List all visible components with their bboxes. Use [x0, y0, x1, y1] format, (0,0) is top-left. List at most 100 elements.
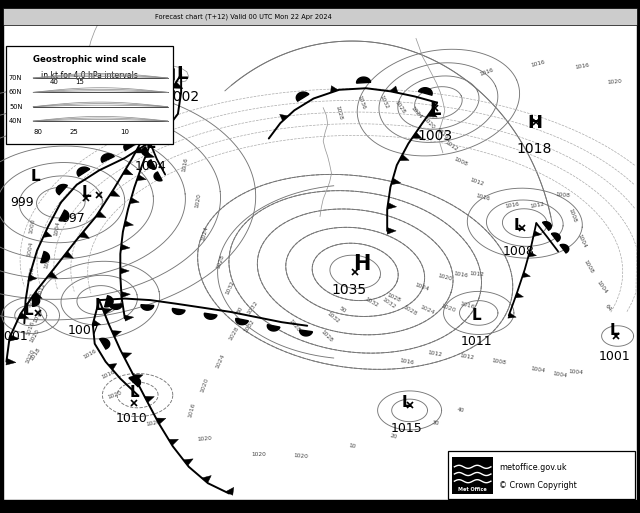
Polygon shape	[390, 86, 398, 93]
Text: 1016: 1016	[575, 63, 590, 70]
Polygon shape	[147, 125, 157, 131]
Polygon shape	[428, 110, 437, 117]
Text: 60N: 60N	[9, 89, 22, 95]
Polygon shape	[32, 295, 40, 306]
Text: 1024: 1024	[419, 305, 436, 316]
Text: 50: 50	[338, 306, 347, 314]
Polygon shape	[145, 397, 154, 403]
Text: 1008: 1008	[492, 358, 507, 365]
Polygon shape	[508, 313, 516, 318]
Polygon shape	[111, 330, 122, 337]
Polygon shape	[29, 274, 37, 281]
Text: 20: 20	[389, 432, 398, 440]
Text: 1007: 1007	[67, 324, 99, 338]
Polygon shape	[543, 222, 552, 230]
Text: 40: 40	[50, 78, 59, 85]
Text: Geostrophic wind scale: Geostrophic wind scale	[33, 55, 146, 65]
Bar	[452, 457, 493, 494]
Text: 15: 15	[76, 78, 84, 85]
Text: 1016: 1016	[82, 348, 97, 360]
Text: 1012: 1012	[444, 140, 459, 152]
Polygon shape	[122, 353, 132, 359]
Text: 1016: 1016	[504, 202, 520, 209]
Polygon shape	[387, 227, 396, 234]
Text: 40N: 40N	[9, 118, 22, 124]
Text: 1028: 1028	[394, 100, 406, 115]
Text: 1028: 1028	[146, 54, 155, 69]
Text: 1020: 1020	[146, 420, 161, 427]
Text: 1002: 1002	[165, 90, 200, 105]
Polygon shape	[300, 330, 312, 336]
Polygon shape	[79, 231, 90, 239]
Polygon shape	[109, 304, 122, 309]
Text: 1010: 1010	[115, 411, 147, 425]
Text: 1008: 1008	[568, 208, 578, 223]
Polygon shape	[59, 210, 68, 221]
Polygon shape	[121, 244, 130, 250]
Text: 1028: 1028	[216, 254, 226, 269]
Text: 70N: 70N	[9, 75, 22, 81]
Polygon shape	[145, 127, 157, 136]
Text: 1016: 1016	[33, 308, 44, 323]
Polygon shape	[296, 92, 309, 101]
Polygon shape	[522, 272, 531, 278]
Polygon shape	[41, 251, 49, 263]
Text: 1000: 1000	[28, 218, 36, 234]
Polygon shape	[148, 160, 156, 169]
Polygon shape	[9, 334, 19, 341]
Text: L: L	[24, 303, 34, 318]
Polygon shape	[552, 233, 560, 242]
Polygon shape	[124, 141, 136, 150]
Text: 64: 64	[604, 303, 612, 312]
Polygon shape	[142, 147, 149, 156]
Text: 1028: 1028	[386, 292, 401, 303]
Text: L: L	[177, 65, 188, 84]
Polygon shape	[122, 168, 133, 175]
Text: 1020: 1020	[437, 273, 452, 281]
Text: 1018: 1018	[29, 346, 42, 362]
Text: 1028: 1028	[288, 319, 301, 333]
Text: 1016: 1016	[479, 67, 494, 76]
Text: 1008: 1008	[27, 266, 35, 283]
Text: 50: 50	[236, 306, 244, 315]
Polygon shape	[32, 291, 42, 299]
Polygon shape	[356, 77, 371, 83]
Text: 1003: 1003	[418, 129, 452, 143]
Text: 1035: 1035	[332, 283, 366, 297]
Polygon shape	[121, 291, 131, 298]
Polygon shape	[560, 244, 569, 253]
Text: 1032: 1032	[364, 297, 379, 308]
Polygon shape	[159, 103, 170, 109]
Polygon shape	[280, 114, 288, 121]
Text: 50N: 50N	[9, 104, 22, 110]
Polygon shape	[161, 110, 172, 121]
Polygon shape	[419, 88, 432, 95]
Text: 1016: 1016	[476, 193, 491, 202]
Polygon shape	[124, 221, 134, 227]
Text: in kt for 4.0 hPa intervals: in kt for 4.0 hPa intervals	[41, 71, 138, 80]
Text: 1012: 1012	[36, 282, 47, 298]
Text: 1016: 1016	[399, 358, 414, 365]
Text: 1004: 1004	[577, 233, 588, 249]
Polygon shape	[135, 147, 145, 153]
Polygon shape	[19, 312, 29, 319]
Text: L: L	[429, 101, 441, 120]
Bar	[448, 451, 635, 499]
Text: 1016: 1016	[435, 127, 449, 140]
Text: 1016: 1016	[101, 369, 116, 380]
Text: L: L	[472, 308, 482, 323]
Text: 1012: 1012	[460, 353, 475, 360]
Polygon shape	[412, 132, 422, 139]
Polygon shape	[6, 358, 16, 365]
Polygon shape	[56, 185, 67, 195]
Text: Forecast chart (T+12) Valid 00 UTC Mon 22 Apr 2024: Forecast chart (T+12) Valid 00 UTC Mon 2…	[155, 13, 332, 19]
Polygon shape	[95, 211, 106, 218]
Text: 1020: 1020	[440, 303, 456, 313]
Text: H: H	[353, 254, 371, 274]
Text: 1016: 1016	[530, 60, 545, 68]
Text: H: H	[527, 114, 542, 132]
Text: 1032: 1032	[381, 297, 397, 310]
Polygon shape	[133, 374, 143, 381]
Polygon shape	[166, 91, 174, 102]
Polygon shape	[330, 86, 339, 93]
